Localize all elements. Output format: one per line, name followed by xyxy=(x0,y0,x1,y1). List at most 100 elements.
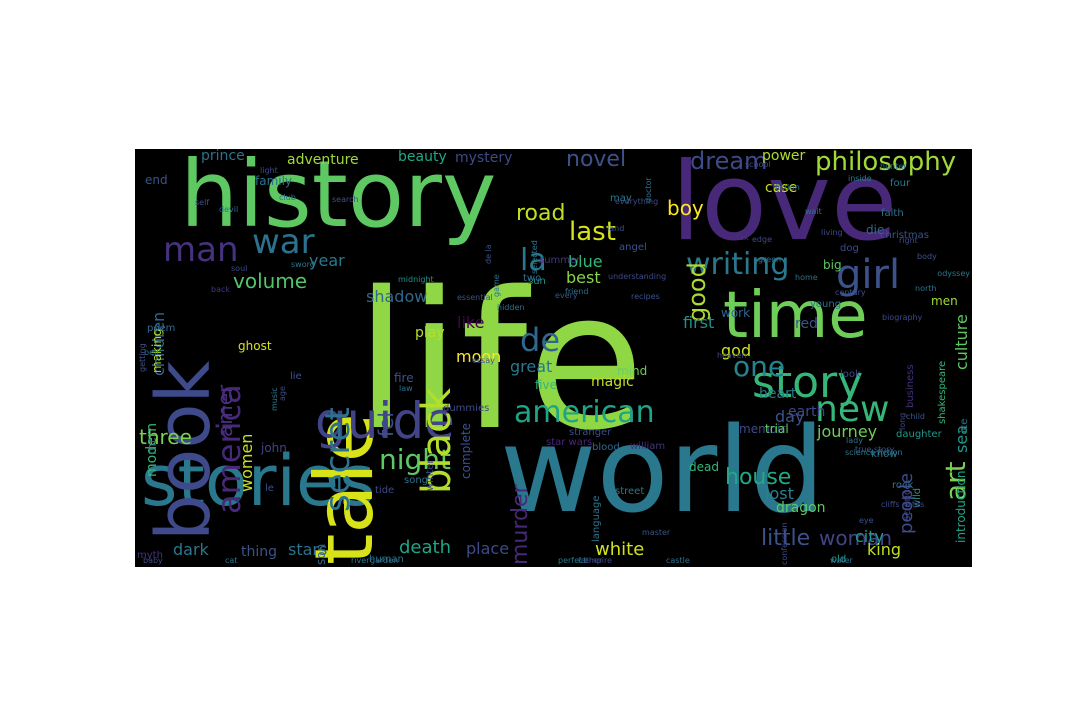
word-look: look xyxy=(840,369,861,380)
word-heart: heart xyxy=(759,386,797,402)
word-odyssey: odyssey xyxy=(937,269,970,278)
word-new: new xyxy=(815,389,890,430)
word-shakespeare: shakespeare xyxy=(937,360,948,424)
word-eye: eye xyxy=(859,516,874,525)
word-edge: edge xyxy=(752,235,772,244)
word-big: big xyxy=(823,258,842,272)
word-women: women xyxy=(237,433,256,492)
word-science-fiction: science fiction xyxy=(845,448,903,457)
word-death: death xyxy=(399,537,451,558)
word-william: william xyxy=(630,441,666,452)
word-young: young xyxy=(810,299,842,310)
word-memoir: memoir xyxy=(739,422,786,436)
word-school: school xyxy=(745,160,771,169)
word-child: child xyxy=(906,412,925,421)
word-secret: secret xyxy=(318,407,358,512)
word-cloud: life world history love stories tale book time g… xyxy=(135,149,972,567)
word-stories: stories xyxy=(141,440,376,522)
word-green: green xyxy=(758,255,782,264)
word-winter: winter xyxy=(425,459,436,491)
word-thing: thing xyxy=(241,544,278,560)
word-star-wars: star wars xyxy=(546,437,593,448)
word-war: war xyxy=(252,222,315,262)
word-philosophy: philosophy xyxy=(815,149,957,177)
word-may: may xyxy=(610,193,632,204)
word-angel: angel xyxy=(619,242,647,253)
word-girl: girl xyxy=(836,252,901,298)
word-midnight: midnight xyxy=(398,275,434,284)
word-day: day xyxy=(775,407,805,426)
word-home: home xyxy=(795,273,818,282)
word-night: night xyxy=(379,443,452,476)
word-first: first xyxy=(683,313,715,332)
word-last: last xyxy=(569,217,616,247)
word-magic: magic xyxy=(591,374,634,390)
word-cliffs-notes: cliffs notes xyxy=(881,500,925,509)
word-christmas: christmas xyxy=(880,230,929,241)
word-power: power xyxy=(762,149,806,164)
word-american: american xyxy=(514,395,655,430)
word-time: time xyxy=(723,279,868,353)
word-blue: blue xyxy=(568,252,603,271)
word-master: master xyxy=(642,528,671,537)
word-writing: writing xyxy=(686,247,790,282)
word-ice: ice xyxy=(959,418,970,433)
word-soul: soul xyxy=(231,264,248,273)
word-case: case xyxy=(765,180,798,196)
word-dream: dream xyxy=(690,149,768,175)
word-empire: empire xyxy=(584,556,613,565)
word-castle: castle xyxy=(666,556,690,565)
word-blood: blood xyxy=(592,442,620,453)
word-journey: journey xyxy=(817,422,878,441)
word-daughter: daughter xyxy=(896,429,942,440)
word-play: play xyxy=(415,325,445,341)
word-search: search xyxy=(332,195,359,204)
word-biography: biography xyxy=(882,313,923,322)
word-river: river xyxy=(351,556,370,565)
word-old: old xyxy=(831,554,847,565)
word-fire: fire xyxy=(394,371,414,385)
word-essay: essay xyxy=(472,356,495,365)
word-little: little xyxy=(761,526,811,551)
word-sex: sex xyxy=(735,233,749,242)
word-four: four xyxy=(890,178,911,189)
word-business: business xyxy=(905,364,916,408)
word-shadow: shadow xyxy=(366,287,428,306)
word-love: love xyxy=(671,149,898,265)
word-dead: dead xyxy=(689,460,719,474)
word-true-story: true story xyxy=(855,445,895,454)
word-self: self xyxy=(195,198,210,207)
word-know: know xyxy=(871,449,898,460)
word-dragon: dragon xyxy=(776,500,826,516)
word-stranger: stranger xyxy=(569,427,612,438)
word-garden: garden xyxy=(370,556,399,565)
word-law: law xyxy=(399,384,413,393)
word-father: father xyxy=(578,556,603,565)
word-dummies: dummies xyxy=(443,403,490,414)
word-essential: essential xyxy=(457,293,493,302)
word-moon: moon xyxy=(456,347,502,366)
word-great: great xyxy=(510,357,553,376)
word-la: la xyxy=(520,243,547,278)
word-trial: trial xyxy=(765,422,789,436)
word-fel: fel xyxy=(374,412,398,437)
word-best: best xyxy=(566,268,601,287)
word-getting: getting xyxy=(138,343,147,372)
word-water: water xyxy=(830,556,853,565)
word-music: music xyxy=(270,387,279,411)
word-son: son xyxy=(314,543,328,565)
word-adventure: adventure xyxy=(287,152,359,168)
word-beauty: beauty xyxy=(398,149,447,165)
word-three: three xyxy=(139,425,192,449)
word-two: two xyxy=(523,273,542,284)
word-john: john xyxy=(261,441,287,455)
word-rock: rock xyxy=(892,480,914,491)
word-red: red xyxy=(795,316,818,332)
word-prince: prince xyxy=(201,149,245,164)
word-mystery: mystery xyxy=(455,150,513,166)
word-family: family xyxy=(255,174,293,188)
word-like: like xyxy=(457,313,485,332)
word-myth: myth xyxy=(137,550,163,561)
word-living: living xyxy=(821,228,843,237)
word-wait: wait xyxy=(805,207,822,216)
